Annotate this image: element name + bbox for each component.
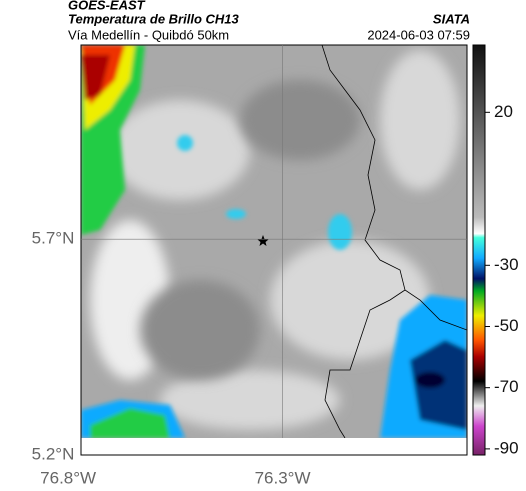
x-tick-label: 76.8°W xyxy=(40,468,96,487)
colorbar-tick-label: -90 xyxy=(494,438,519,457)
colorbar-tick-label: -30 xyxy=(494,255,519,274)
product: Temperatura de Brillo CH13 xyxy=(68,11,240,26)
org: SIATA xyxy=(433,11,470,26)
colorbar-tick-label: -50 xyxy=(494,316,519,335)
y-tick-label: 5.2°N xyxy=(32,444,75,463)
satellite-image xyxy=(81,45,467,438)
source: GOES-EAST xyxy=(68,0,146,12)
y-tick-label: 5.7°N xyxy=(32,229,75,248)
x-tick-label: 76.3°W xyxy=(255,468,311,487)
map-frame xyxy=(80,44,468,456)
route: Vía Medellín - Quibdó 50km xyxy=(68,27,229,42)
colorbar xyxy=(472,44,486,456)
colorbar-tick-label: 20 xyxy=(494,102,513,121)
colorbar-tick-label: -70 xyxy=(494,377,519,396)
datetime: 2024-06-03 07:59 xyxy=(367,27,470,42)
